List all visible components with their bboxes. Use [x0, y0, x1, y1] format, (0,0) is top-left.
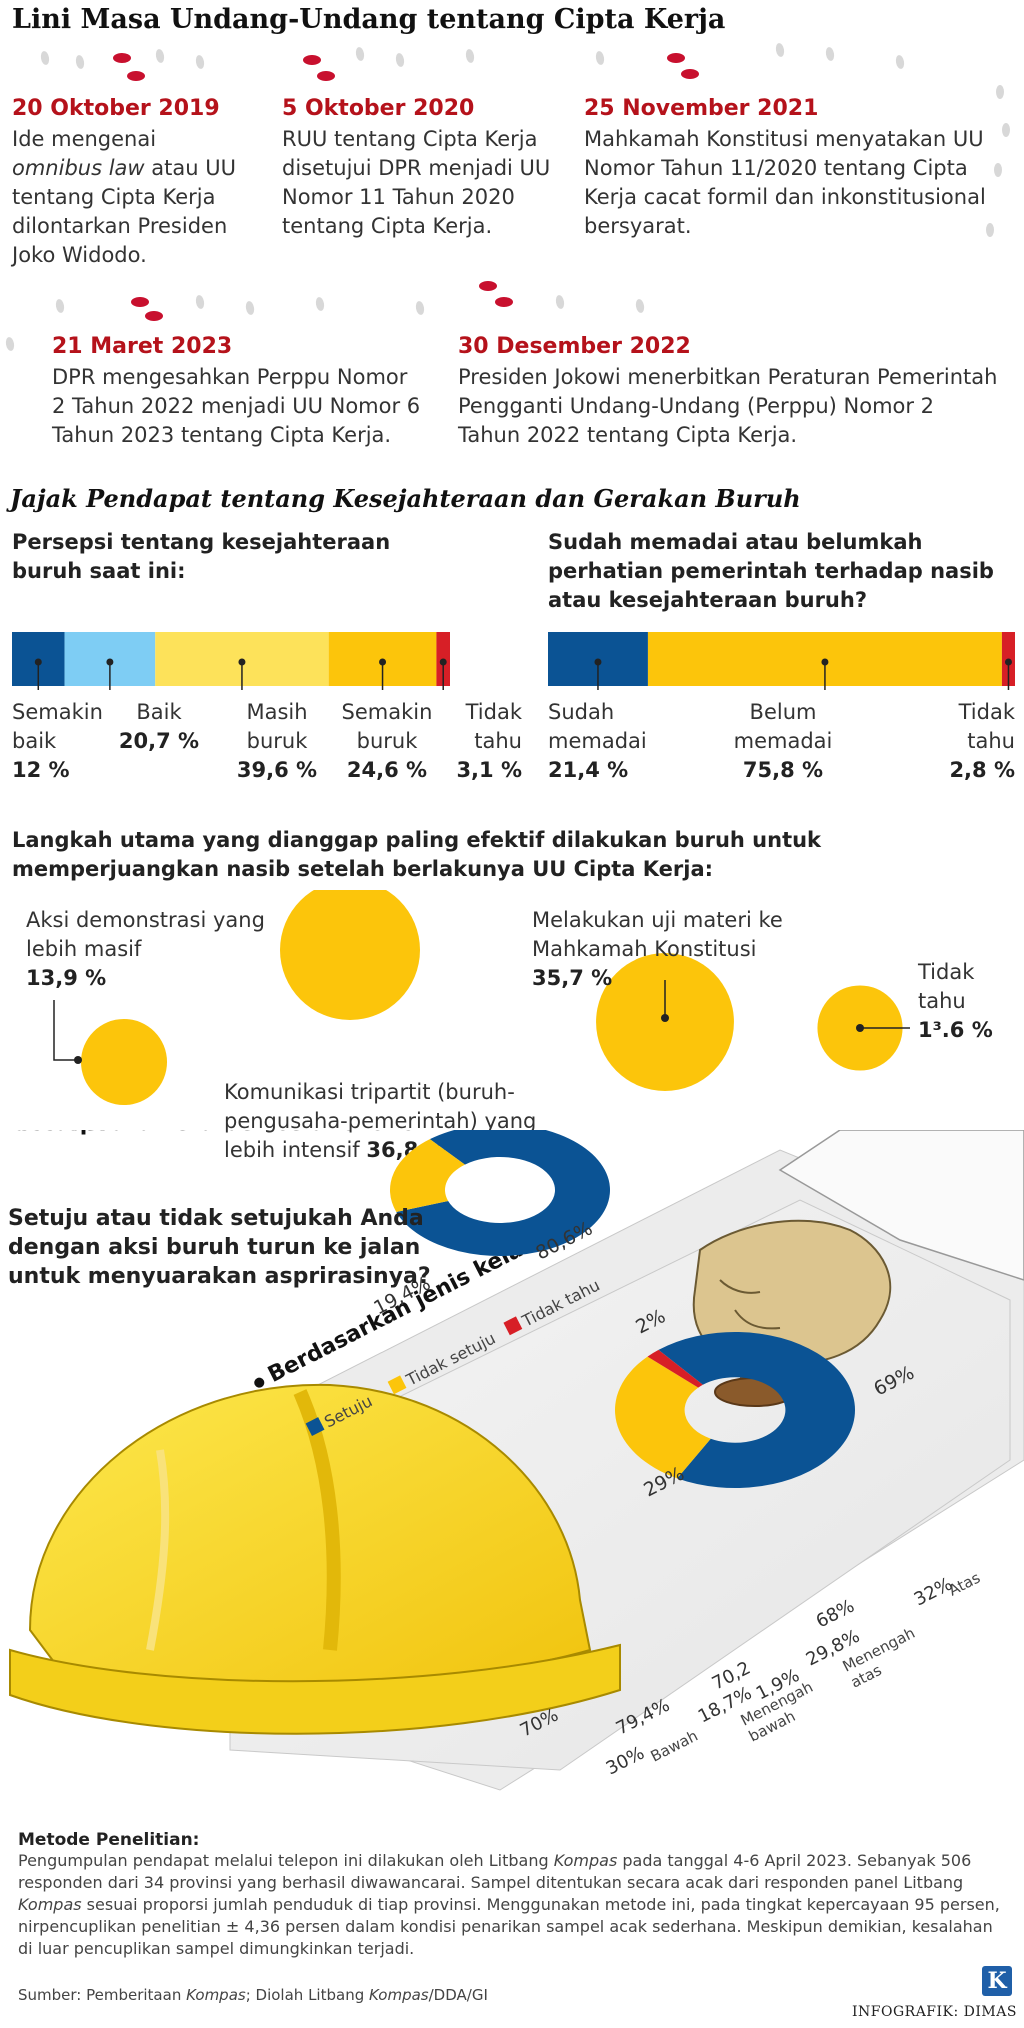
bar-label: Baik 20,7 % [104, 698, 214, 756]
kompas-logo-icon: K [982, 1966, 1012, 1996]
bubble-label-3: Melakukan uji materi ke Mahkamah Konstit… [532, 908, 783, 990]
event-date: 21 Maret 2023 [52, 334, 233, 359]
donut-group-label: Perempuan [0, 1130, 142, 1136]
method-title: Metode Penelitian: [18, 1830, 200, 1850]
bar-value-label: 24,6 % [346, 758, 428, 782]
event-text: DPR mengesahkan Perppu Nomor 2 Tahun 202… [52, 365, 421, 447]
bubble-label-4: Tidak tahu 1³.6 % [918, 960, 993, 1042]
bar-dot [106, 658, 114, 666]
bar-category-label: Belum memadai [733, 700, 833, 753]
bar-label: Sudah memadai 21,4 % [548, 698, 688, 785]
bar-category-label: Tidak tahu [958, 700, 1015, 753]
bar-category-label: Bawah [648, 1727, 701, 1766]
helmet-icon [9, 1383, 621, 1735]
donut-slice [390, 1139, 465, 1212]
bar-value-label: 20,7 % [118, 729, 200, 753]
section-title: Jajak Pendapat tentang Kesejahteraan dan… [10, 484, 801, 513]
q2-title: Sudah memadai atau belumkah perhatian pe… [548, 530, 994, 612]
donut-laki-laki [390, 1130, 610, 1256]
donut-slice [396, 1130, 610, 1256]
timeline-event-4: 21 Maret 2023 DPR mengesahkan Perppu Nom… [52, 334, 422, 450]
legend-swatch [305, 1417, 325, 1436]
event-date: 20 Oktober 2019 [12, 96, 220, 121]
q2-labels: Sudah memadai 21,4 % Belum memadai 75,8 % Tida… [548, 690, 1015, 790]
bar-category-label: Sudah memadai [548, 700, 647, 753]
bar-value-label: 12 % [12, 758, 70, 782]
footprint-icon [5, 43, 1010, 351]
event-text: Ide mengenai omnibus law atau UU tentang… [12, 127, 236, 267]
source-text: Sumber: Pemberitaan Kompas; Diolah Litba… [18, 1986, 488, 2004]
bar-label: Tidak tahu 3,1 % [442, 698, 522, 785]
timeline-event-5: 30 Desember 2022 Presiden Jokowi menerbi… [458, 334, 998, 450]
event-date: 30 Desember 2022 [458, 334, 691, 359]
event-text: Mahkamah Konstitusi menyatakan UU Nomor … [584, 127, 986, 238]
bubble-dot [74, 1056, 82, 1064]
donut-slice [615, 1356, 711, 1479]
bar-category-label: Atas [946, 1569, 984, 1600]
bar-value-label: 75,8 % [742, 758, 824, 782]
bar-label: Belum memadai 75,8 % [708, 698, 858, 785]
bar-category-label: Tidak tahu [465, 700, 522, 753]
bubble-label-1: Aksi demonstrasi yang lebih masif 13,9 % [26, 908, 265, 990]
legend-swatch [387, 1375, 407, 1395]
bubble [280, 890, 420, 1020]
bar-category-label: Semakin buruk [341, 700, 433, 753]
timeline-event-2: 5 Oktober 2020 RUU tentang Cipta Kerja d… [282, 96, 564, 241]
q3-title: Langkah utama yang dianggap paling efekt… [12, 828, 822, 881]
bar-dot [439, 658, 447, 666]
bar-dot [821, 658, 829, 666]
q3-bubble-chart [53, 890, 910, 1106]
bullet [254, 1377, 265, 1388]
bar-dot [594, 658, 602, 666]
q1-labels: Semakin baik 12 % Baik 20,7 % Masih buruk 39,6 … [12, 690, 522, 790]
timeline-event-3: 25 November 2021 Mahkamah Konstitusi men… [584, 96, 1014, 241]
donut-slice [658, 1332, 855, 1488]
legend-swatch [503, 1316, 523, 1336]
bar-dot [34, 658, 42, 666]
bubble-leader [53, 1000, 78, 1061]
q4-title: Setuju atau tidak setujukah Anda dengan … [8, 1206, 431, 1289]
bar-dot [1004, 658, 1012, 666]
q1-stacked-bar [12, 630, 512, 690]
donut-group-label: Laki-laki [0, 1130, 105, 1136]
event-text: RUU tentang Cipta Kerja disetujui DPR me… [282, 127, 551, 238]
bar-value-label: 39,6 % [236, 758, 318, 782]
event-date: 5 Oktober 2020 [282, 96, 475, 121]
donut-perempuan [615, 1332, 855, 1488]
q1-title: Persepsi tentang kesejahteraan buruh saa… [12, 530, 391, 583]
event-text: Presiden Jokowi menerbitkan Peraturan Pe… [458, 365, 998, 447]
bar-category-label: Baik [136, 700, 182, 724]
bubble [80, 1018, 168, 1106]
bar-category-label: Masih buruk [246, 700, 308, 753]
bar-label: Semakin baik 12 % [12, 698, 112, 785]
timeline-event-1: 20 Oktober 2019 Ide mengenai omnibus law… [12, 96, 252, 270]
bar-category-label: Semakin baik [12, 700, 103, 753]
q2-stacked-bar [548, 630, 1015, 690]
method-text: Pengumpulan pendapat melalui telepon ini… [18, 1851, 1000, 1958]
bars-subtitle: Berdasarkan status sosial ekonomi [12, 1130, 446, 1136]
page-title: Lini Masa Undang-Undang tentang Cipta Ke… [12, 4, 726, 35]
bar-value-label: 2,8 % [949, 758, 1015, 782]
bar-dot [238, 658, 246, 666]
bar-label: Semakin buruk 24,6 % [332, 698, 442, 785]
bar-label: Tidak tahu 2,8 % [915, 698, 1015, 785]
bar-value-label: 21,4 % [548, 758, 629, 782]
donut-slice [647, 1349, 703, 1388]
bubble-dot [661, 1014, 669, 1022]
method-block: Metode Penelitian: Pengumpulan pendapat … [18, 1830, 1008, 1960]
bar-dot [379, 658, 387, 666]
credit-text: INFOGRAFIK: DIMAS [852, 2004, 1017, 2020]
bar-label: Masih buruk 39,6 % [222, 698, 332, 785]
bar-value-label: 3,1 % [456, 758, 522, 782]
bubble-dot [856, 1024, 864, 1032]
bar-value-label: 30% [603, 1743, 648, 1780]
event-date: 25 November 2021 [584, 96, 819, 121]
bubble-label-2: Komunikasi tripartit (buruh-pengusaha-pe… [224, 1080, 537, 1162]
